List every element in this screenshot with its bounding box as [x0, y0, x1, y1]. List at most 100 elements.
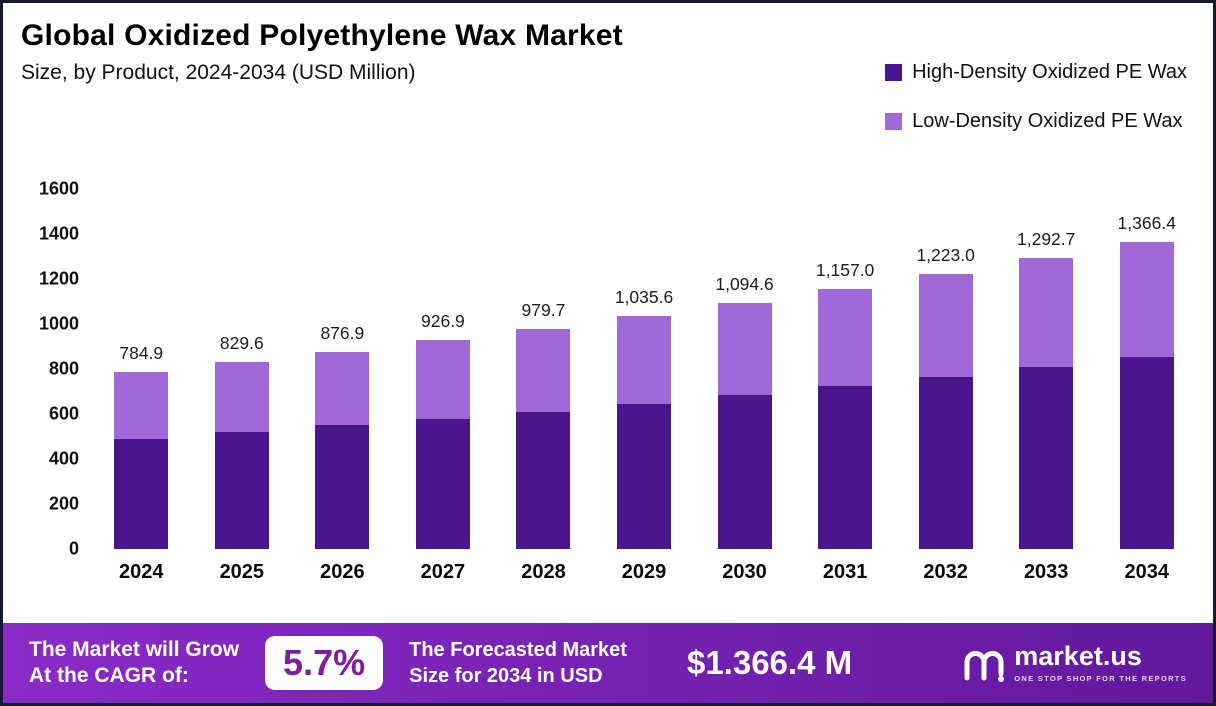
x-axis-label: 2034 — [1124, 560, 1169, 583]
bar-value-label: 1,223.0 — [916, 244, 975, 265]
legend-label-high-density: High-Density Oxidized PE Wax — [912, 61, 1187, 83]
y-axis-tick-label: 1600 — [38, 178, 79, 199]
bar-stack — [1119, 241, 1174, 549]
bar-area: 1,292.7 — [1017, 189, 1075, 549]
y-axis-tick-label: 1000 — [38, 313, 79, 334]
cagr-value: 5.7% — [283, 642, 366, 683]
bar-area: 1,366.4 — [1118, 189, 1176, 549]
bar-value-label: 876.9 — [320, 322, 365, 343]
bar-stack — [415, 340, 470, 549]
bar-stack — [315, 351, 370, 549]
bar-area: 1,157.0 — [816, 189, 874, 549]
legend: High-Density Oxidized PE Wax Low-Density… — [885, 61, 1187, 133]
bar-segment-low-density — [214, 362, 269, 432]
bar-value-label: 1,094.6 — [715, 273, 774, 294]
bar-segment-high-density — [717, 394, 772, 549]
x-axis-label: 2030 — [722, 560, 767, 583]
forecast-value: $1.366.4 M — [686, 644, 853, 681]
x-axis-label: 2028 — [521, 560, 566, 583]
bar-area: 829.6 — [214, 189, 269, 549]
bar-value-label: 1,035.6 — [614, 287, 674, 307]
y-axis-tick-label: 1200 — [38, 268, 79, 289]
bar-stack — [1019, 258, 1074, 549]
bar-segment-high-density — [415, 418, 470, 549]
bar-stack — [617, 316, 671, 549]
x-axis-label: 2032 — [923, 560, 968, 583]
bar-stack — [214, 362, 269, 549]
bar-segment-low-density — [415, 340, 470, 419]
bar-area: 979.7 — [516, 189, 571, 549]
bar-column: 1,366.4 2034 — [1096, 189, 1197, 595]
bar-value-label: 829.6 — [219, 333, 264, 354]
y-axis-tick-label: 0 — [68, 538, 79, 559]
bar-area: 926.9 — [415, 189, 470, 549]
bar-value-label: 1,157.0 — [815, 259, 875, 280]
brand-text: market.us ONE STOP SHOP FOR THE REPORTS — [1014, 641, 1187, 684]
bar-column: 1,157.0 2031 — [795, 189, 896, 595]
header: Global Oxidized Polyethylene Wax Market … — [21, 19, 623, 85]
brand-tagline: ONE STOP SHOP FOR THE REPORTS — [1014, 674, 1187, 683]
x-axis-label: 2025 — [219, 560, 265, 583]
bar-stack — [918, 273, 973, 549]
bar-segment-high-density — [1119, 356, 1174, 549]
brand-name: market.us — [1014, 641, 1142, 671]
cagr-value-box: 5.7% — [265, 636, 384, 690]
x-axis-label: 2031 — [822, 560, 868, 583]
bar-area: 1,035.6 — [615, 189, 673, 549]
legend-swatch-low-density — [885, 113, 903, 130]
stacked-bar-chart: 0 200 400 600 800 1000 1200 1400 1600 784.9 2024 8… — [19, 179, 1197, 595]
bar-segment-high-density — [818, 385, 873, 549]
bar-stack — [818, 288, 873, 549]
x-axis-label: 2029 — [621, 560, 667, 583]
bar-area: 784.9 — [114, 189, 169, 549]
bar-area: 1,223.0 — [916, 189, 975, 549]
marketus-logo-icon — [964, 651, 1005, 682]
bar-column: 926.9 2027 — [393, 189, 494, 595]
bar-stack — [717, 302, 772, 549]
bar-segment-high-density — [214, 432, 269, 549]
bar-value-label: 1,292.7 — [1017, 229, 1076, 250]
bar-value-label: 784.9 — [119, 343, 164, 364]
x-axis-label: 2027 — [420, 560, 466, 583]
bar-segment-low-density — [114, 372, 169, 439]
bar-segment-low-density — [717, 302, 772, 395]
y-axis-tick-label: 800 — [48, 358, 79, 379]
bar-segment-low-density — [1019, 258, 1074, 367]
bar-value-label: 1,366.4 — [1117, 212, 1176, 233]
bar-segment-low-density — [617, 316, 671, 404]
legend-item-low-density: Low-Density Oxidized PE Wax — [885, 110, 1187, 133]
y-axis: 0 200 400 600 800 1000 1200 1400 1600 — [19, 179, 91, 559]
bar-stack — [114, 372, 169, 549]
bar-column: 1,223.0 2032 — [895, 189, 996, 595]
bar-segment-low-density — [1119, 241, 1174, 357]
page-subtitle: Size, by Product, 2024-2034 (USD Million… — [21, 61, 416, 84]
bar-column: 876.9 2026 — [292, 189, 393, 595]
forecast-label: The Forecasted Market Size for 2034 in U… — [409, 639, 627, 687]
bar-area: 876.9 — [315, 189, 370, 549]
bar-segment-low-density — [918, 273, 973, 377]
bar-stack — [516, 328, 571, 549]
bar-segment-low-density — [818, 288, 873, 386]
bar-value-label: 979.7 — [521, 299, 566, 320]
bar-segment-high-density — [1019, 366, 1074, 549]
x-axis-label: 2026 — [320, 560, 365, 583]
footer-banner: The Market will Grow At the CAGR of: 5.7… — [3, 623, 1213, 703]
plot-area: 784.9 2024 829.6 2025 876.9 2026 926.9 2027 979.… — [91, 189, 1197, 595]
bar-column: 1,035.6 2029 — [594, 189, 695, 595]
legend-label-low-density: Low-Density Oxidized PE Wax — [912, 110, 1183, 132]
bar-segment-high-density — [617, 403, 671, 549]
bar-segment-high-density — [918, 376, 973, 549]
bar-column: 1,094.6 2030 — [694, 189, 795, 595]
y-axis-tick-label: 200 — [48, 493, 79, 514]
x-axis-label: 2033 — [1023, 560, 1069, 583]
bar-segment-low-density — [315, 351, 370, 426]
bar-column: 1,292.7 2033 — [996, 189, 1097, 595]
page-title: Global Oxidized Polyethylene Wax Market — [21, 19, 623, 52]
bar-segment-high-density — [114, 438, 169, 549]
legend-swatch-high-density — [885, 64, 903, 81]
bar-value-label: 926.9 — [421, 311, 465, 332]
bar-column: 979.7 2028 — [493, 189, 594, 595]
y-axis-tick-label: 400 — [48, 448, 79, 469]
bar-area: 1,094.6 — [715, 189, 774, 549]
